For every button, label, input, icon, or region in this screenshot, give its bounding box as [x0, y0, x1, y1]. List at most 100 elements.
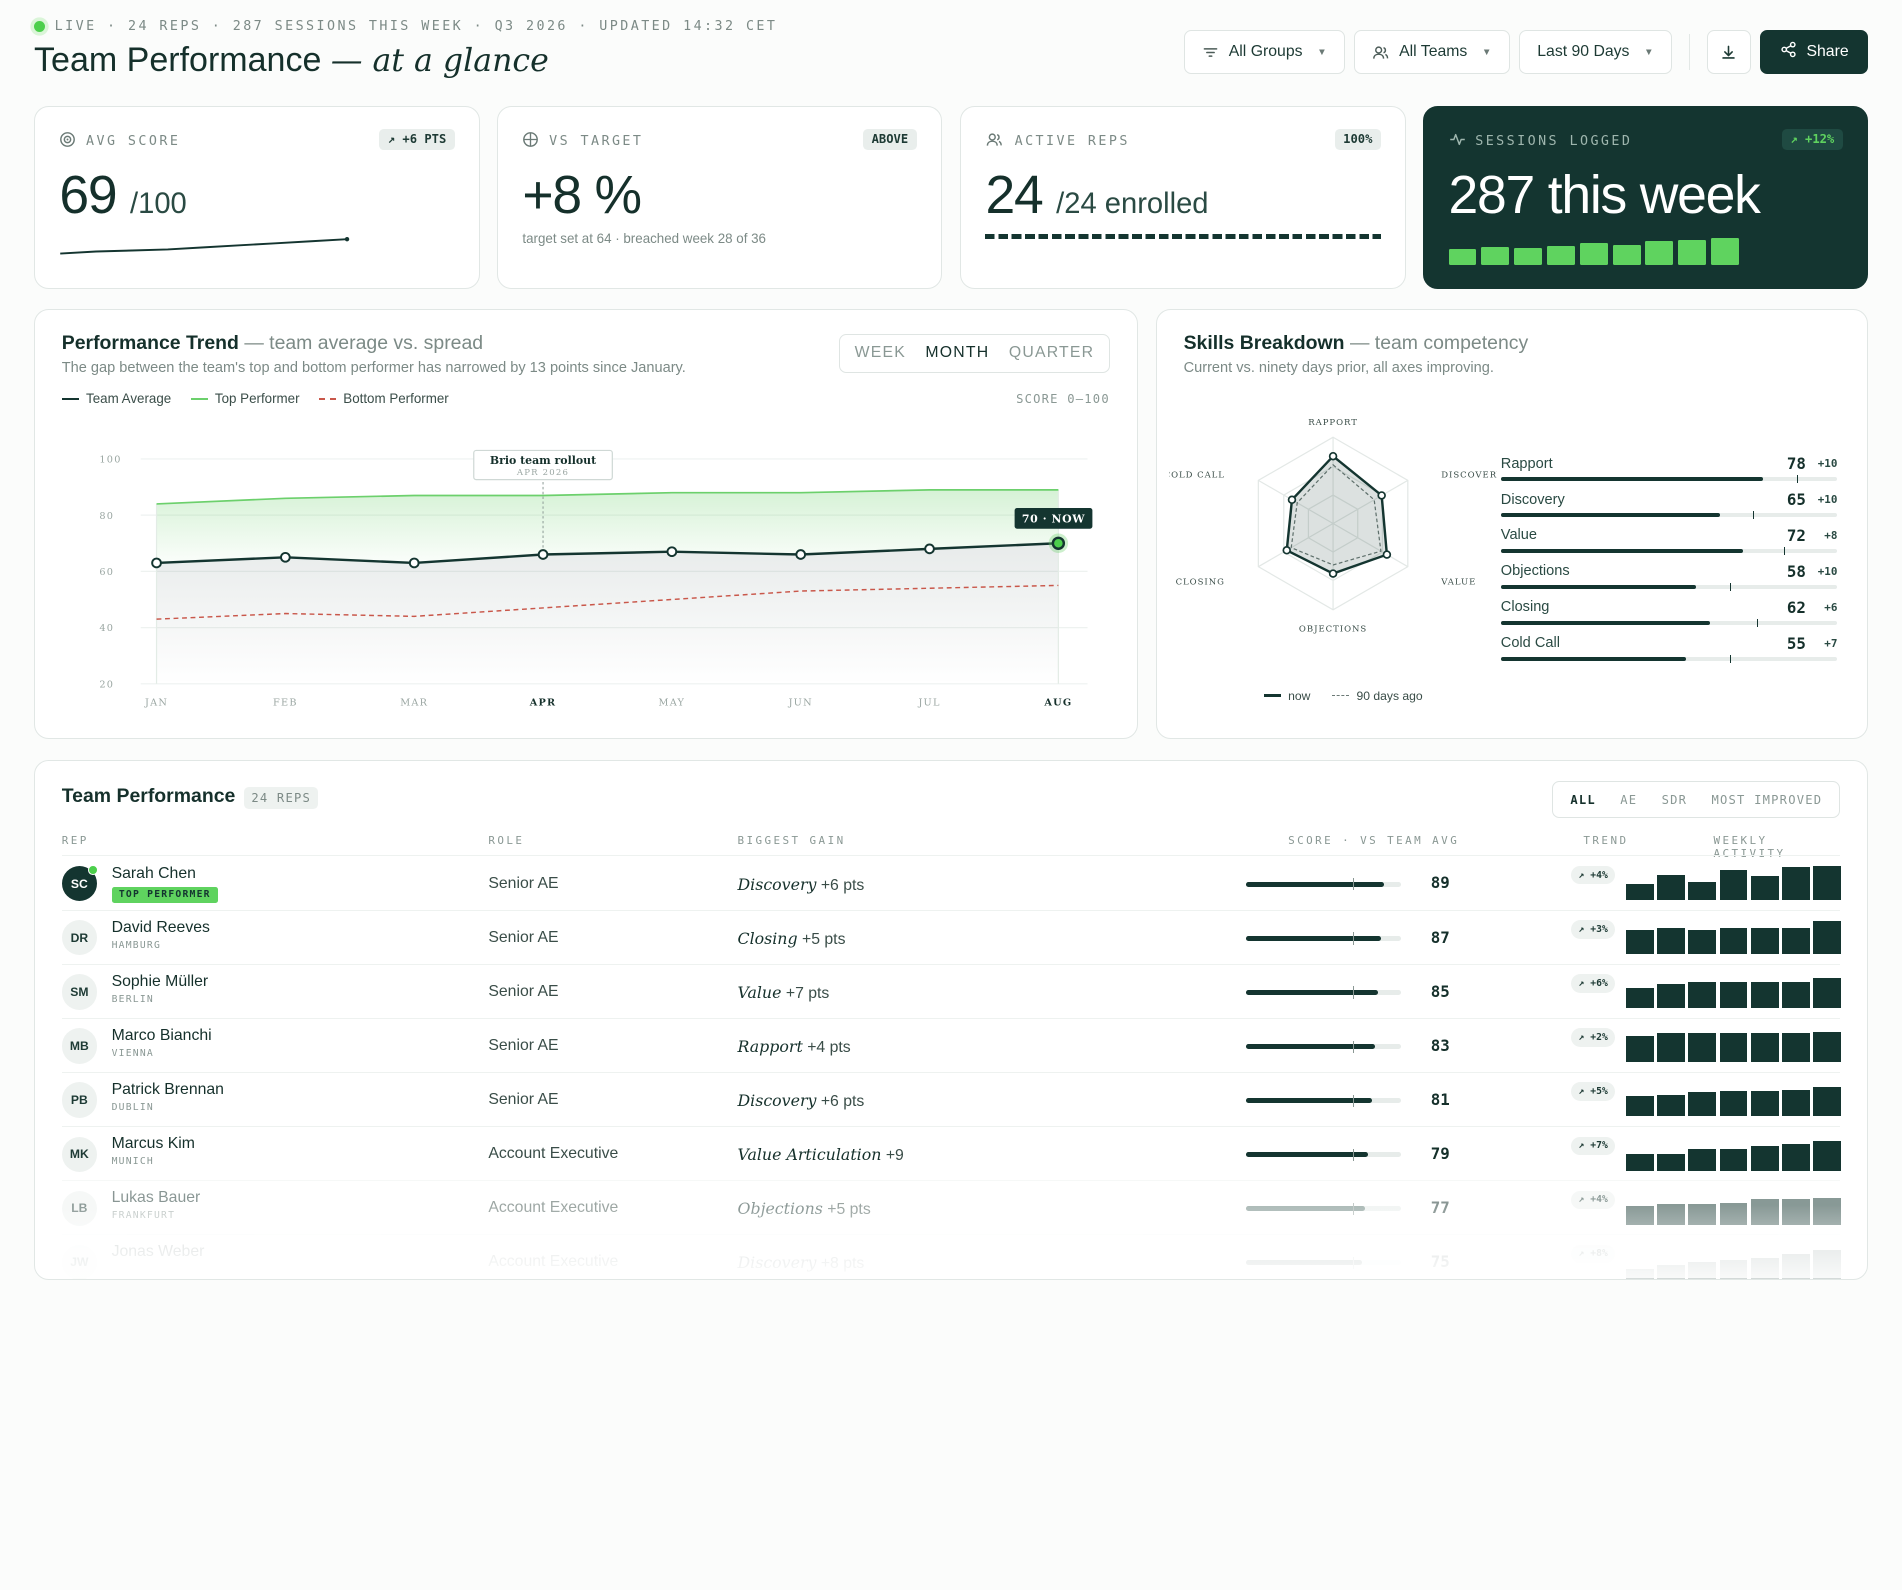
avatar: SM [61, 974, 97, 1010]
gain-skill: Closing [737, 928, 798, 948]
rep-name[interactable]: Marcus Kim [111, 1135, 195, 1153]
col-score[interactable]: SCORE · VS TEAM AVG [1288, 833, 1460, 847]
gain-value: +4 pts [807, 1038, 851, 1056]
team-average-point[interactable] [795, 549, 807, 561]
table-row[interactable]: SC Sarah Chen TOP PERFORMER Senior AE Discov… [61, 855, 1842, 909]
activity-bar [1657, 927, 1685, 955]
team-average-point[interactable] [924, 543, 935, 555]
session-week-bar [1612, 244, 1641, 265]
radar-point[interactable] [1282, 546, 1291, 555]
activity-bar [1625, 987, 1654, 1009]
tab-all[interactable]: ALL [1570, 792, 1596, 807]
weekly-activity-bars [1625, 1191, 1842, 1225]
rep-name[interactable]: Lukas Bauer [111, 1189, 201, 1207]
trend-badge: ↗ +8% [1571, 1244, 1616, 1263]
rep-name[interactable]: David Reeves [111, 919, 210, 936]
rep-city: VIENNA [111, 1047, 154, 1059]
activity-bar [1688, 981, 1717, 1009]
trend-badge: ↗ +2% [1571, 1028, 1616, 1047]
session-week-bar [1481, 247, 1510, 265]
share-button[interactable]: Share [1760, 30, 1869, 75]
radar-point[interactable] [1328, 569, 1338, 578]
score-bar-fill [1245, 1206, 1366, 1212]
skill-bar-track [1500, 654, 1838, 664]
table-row[interactable]: JW Jonas Weber Account Executive Discovery … [61, 1233, 1842, 1279]
avatar-initials: LB [71, 1201, 88, 1216]
tab-month[interactable]: MONTH [925, 344, 990, 362]
team-average-point[interactable] [151, 557, 162, 569]
radar-point[interactable] [1287, 495, 1297, 505]
activity-bar [1688, 929, 1717, 955]
activity-bar [1719, 1260, 1748, 1279]
skill-delta: +7 [1824, 636, 1838, 650]
tab-week[interactable]: WEEK [854, 344, 906, 362]
avg-area [156, 543, 1059, 685]
score-value: 89 [1430, 873, 1450, 893]
rep-name[interactable]: Jonas Weber [111, 1243, 205, 1261]
radar-axis-label: VALUE [1440, 577, 1476, 587]
score-bar [1245, 932, 1402, 945]
table-row[interactable]: DR David Reeves HAMBURG Senior AE Closing +5… [61, 909, 1842, 964]
series-line-top-performer [156, 489, 1059, 506]
status-text: LIVE · 24 REPS · 287 SESSIONS THIS WEEK … [54, 19, 778, 35]
rep-name[interactable]: Sophie Müller [111, 973, 209, 991]
gain-skill: Discovery [737, 1253, 817, 1273]
target-icon [59, 131, 76, 152]
gain-skill: Discovery [737, 874, 817, 894]
now-point[interactable] [1051, 536, 1066, 551]
radar-point[interactable] [1382, 550, 1392, 559]
team-average-point[interactable] [280, 552, 291, 563]
radar-point[interactable] [1328, 452, 1338, 461]
activity-bar [1719, 1090, 1748, 1117]
team-average-point[interactable] [537, 549, 549, 561]
rep-name[interactable]: Patrick Brennan [111, 1081, 224, 1099]
tab-most-improved[interactable]: MOST IMPROVED [1711, 792, 1823, 807]
top-performer-badge: TOP PERFORMER [111, 886, 219, 903]
rep-name[interactable]: Marco Bianchi [111, 1027, 212, 1045]
session-week-bar [1645, 241, 1674, 265]
col-rep[interactable]: REP [61, 833, 89, 847]
kpi-label: AVG SCORE [86, 134, 181, 150]
activity-bar [1719, 1033, 1748, 1063]
skill-name: Closing [1500, 599, 1550, 616]
y-tick-label: 80 [99, 511, 114, 522]
table-row[interactable]: MB Marco Bianchi VIENNA Senior AE Rapport +4… [61, 1017, 1842, 1072]
weekly-activity-bars [1625, 866, 1842, 901]
activity-bar [1625, 1153, 1654, 1171]
col-gain[interactable]: BIGGEST GAIN [737, 833, 846, 847]
session-week-bar [1448, 249, 1477, 265]
rep-city: FRANKFURT [111, 1210, 176, 1222]
teams-filter-dropdown[interactable]: All Teams ▼ [1354, 30, 1510, 75]
crosshair-icon [522, 131, 539, 152]
activity-bar [1750, 1146, 1779, 1171]
tab-sdr[interactable]: SDR [1661, 792, 1688, 807]
activity-bar [1750, 1199, 1779, 1225]
rep-role: Senior AE [488, 982, 559, 1000]
score-bar-fill [1245, 1098, 1372, 1104]
tab-quarter[interactable]: QUARTER [1008, 344, 1095, 362]
col-trend[interactable]: TREND [1583, 833, 1629, 847]
legend-team-average: Team Average [61, 391, 171, 406]
table-row[interactable]: PB Patrick Brennan DUBLIN Senior AE Discover… [61, 1071, 1842, 1126]
tab-ae[interactable]: AE [1620, 792, 1638, 807]
table-row[interactable]: LB Lukas Bauer FRANKFURT Account Executive O… [61, 1179, 1842, 1234]
date-range-dropdown[interactable]: Last 90 Days ▼ [1519, 30, 1672, 75]
activity-bar [1625, 929, 1654, 955]
table-row[interactable]: MK Marcus Kim MUNICH Account Executive Value… [61, 1125, 1842, 1180]
download-button[interactable] [1706, 30, 1751, 75]
team-average-point[interactable] [408, 557, 420, 569]
chevron-down-icon: ▼ [1644, 46, 1654, 58]
series-line-bottom-performer [156, 584, 1059, 621]
skill-name: Value [1500, 527, 1538, 544]
activity-bar [1750, 981, 1779, 1009]
groups-filter-dropdown[interactable]: All Groups ▼ [1184, 30, 1345, 75]
team-average-point[interactable] [666, 546, 678, 558]
activity-bar [1688, 1261, 1717, 1279]
rep-name[interactable]: Sarah Chen [111, 864, 196, 882]
team-avg-marker [1352, 1202, 1354, 1215]
score-bar-fill [1245, 881, 1384, 887]
activity-bar [1625, 1268, 1654, 1279]
radar-point[interactable] [1377, 491, 1386, 500]
table-row[interactable]: SM Sophie Müller BERLIN Senior AE Value +7 p… [61, 963, 1842, 1018]
col-role[interactable]: ROLE [488, 833, 525, 847]
